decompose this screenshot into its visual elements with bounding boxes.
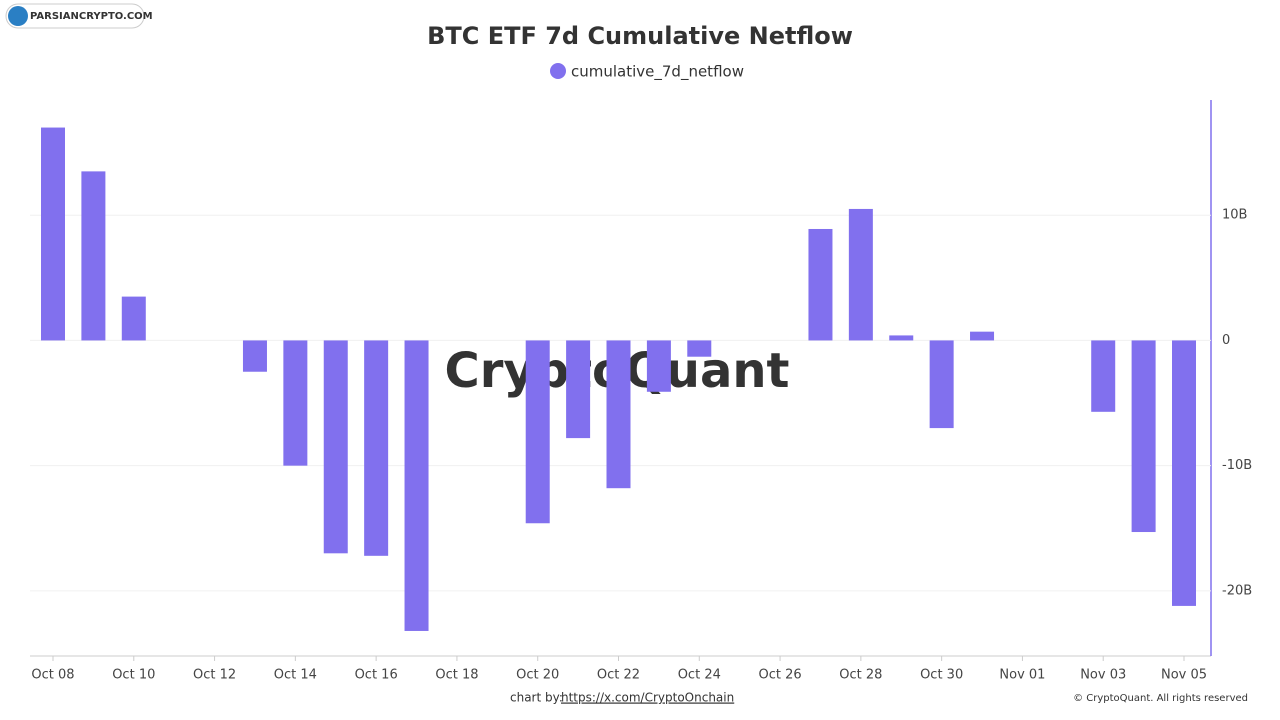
x-tick-label: Oct 26 — [758, 668, 801, 683]
chart-title: BTC ETF 7d Cumulative Netflow — [427, 22, 853, 50]
x-tick-label: Oct 16 — [355, 668, 398, 683]
bar — [606, 340, 631, 489]
copyright: © CryptoQuant. All rights reserved — [1073, 693, 1248, 704]
bar — [364, 340, 389, 556]
x-tick-label: Oct 20 — [516, 668, 559, 683]
legend-marker — [550, 63, 566, 79]
bar — [566, 340, 591, 439]
logo-icon — [8, 6, 28, 26]
x-tick-label: Oct 18 — [435, 668, 478, 683]
bar — [970, 331, 995, 341]
credit: chart by: — [510, 691, 563, 705]
x-tick-label: Oct 12 — [193, 668, 236, 683]
x-tick-label: Oct 24 — [678, 668, 721, 683]
x-tick-label: Nov 03 — [1080, 668, 1126, 683]
bar — [283, 340, 308, 466]
bar — [1131, 340, 1156, 533]
y-tick-label: 10B — [1222, 208, 1247, 223]
logo-badge — [5, 3, 145, 29]
bar — [848, 208, 873, 341]
bar — [41, 127, 65, 341]
bar — [121, 296, 146, 341]
y-tick-label: 0 — [1222, 333, 1230, 348]
bar — [1091, 340, 1116, 412]
bar — [929, 340, 954, 429]
legend-label: cumulative_7d_netflow — [571, 63, 744, 82]
bar — [404, 340, 429, 631]
bar — [646, 340, 671, 392]
bar — [242, 340, 267, 372]
x-tick-label: Oct 30 — [920, 668, 963, 683]
logo-text: PARSIANCRYPTO.COM — [30, 11, 153, 22]
bar — [808, 228, 833, 341]
bar — [525, 340, 550, 524]
bar — [889, 335, 914, 341]
bar — [81, 171, 106, 341]
x-tick-label: Oct 22 — [597, 668, 640, 683]
bar — [1172, 340, 1196, 606]
x-tick-label: Oct 14 — [274, 668, 317, 683]
x-tick-label: Nov 05 — [1161, 668, 1207, 683]
credit-link[interactable]: https://x.com/CryptoOnchain — [561, 691, 734, 705]
y-tick-label: -20B — [1222, 583, 1252, 598]
x-tick-label: Oct 28 — [839, 668, 882, 683]
y-tick-label: -10B — [1222, 458, 1252, 473]
bar — [323, 340, 348, 554]
x-tick-label: Oct 08 — [31, 668, 74, 683]
x-tick-label: Oct 10 — [112, 668, 155, 683]
bar — [687, 340, 712, 357]
x-tick-label: Nov 01 — [999, 668, 1045, 683]
